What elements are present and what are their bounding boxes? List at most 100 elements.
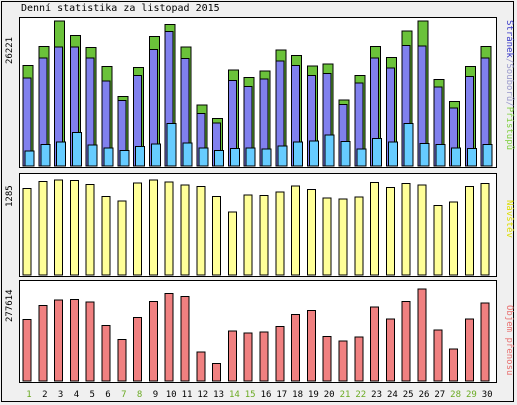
visits-bar <box>417 184 427 276</box>
pages-bar <box>229 147 240 167</box>
bytes-bar <box>417 288 427 382</box>
bytes-bar <box>133 316 143 382</box>
bytes-bar <box>148 301 158 382</box>
pages-bar <box>119 150 130 167</box>
visits-bar <box>464 186 474 276</box>
x-tick-label: 27 <box>434 390 445 400</box>
visits-bar <box>85 183 95 276</box>
traffic-panel <box>19 17 497 168</box>
visits-bar <box>196 185 206 276</box>
pages-bar <box>135 146 146 167</box>
x-tick-label: 24 <box>387 390 398 400</box>
x-tick-label: 22 <box>355 390 366 400</box>
visits-bar <box>133 182 143 276</box>
bytes-bar <box>243 332 253 382</box>
x-tick-label: 26 <box>419 390 430 400</box>
x-tick-label: 29 <box>466 390 477 400</box>
bytes-bar <box>85 301 95 382</box>
x-tick-label: 20 <box>324 390 335 400</box>
bytes-bar <box>338 340 348 382</box>
visits-bar <box>212 196 222 276</box>
bytes-bar <box>275 326 285 382</box>
pages-bar <box>356 148 367 167</box>
visits-bar <box>148 179 158 276</box>
bytes-bar <box>101 324 111 382</box>
pages-bar <box>103 147 114 167</box>
x-tick-label: 17 <box>276 390 287 400</box>
x-tick-label: 3 <box>58 390 63 400</box>
visits-bar <box>227 211 237 276</box>
visits-bar <box>69 180 79 276</box>
visits-bar <box>338 198 348 276</box>
bytes-bar <box>164 293 174 382</box>
bytes-bar <box>69 298 79 382</box>
bytes-panel <box>19 280 497 383</box>
visits-bar <box>449 201 459 276</box>
page-title: Denní statistika za listopad 2015 <box>21 3 220 14</box>
x-tick-label: 15 <box>245 390 256 400</box>
bytes-bar <box>354 336 364 382</box>
pages-bar <box>198 147 209 167</box>
visits-bar <box>306 189 316 276</box>
bytes-bar <box>196 351 206 382</box>
x-tick-label: 8 <box>137 390 142 400</box>
pages-bar <box>403 122 414 167</box>
x-tick-label: 14 <box>229 390 240 400</box>
x-tick-label: 9 <box>153 390 158 400</box>
pages-bar <box>277 145 288 167</box>
visits-bar <box>164 181 174 276</box>
pages-bar <box>56 141 67 167</box>
x-tick-label: 12 <box>197 390 208 400</box>
pages-bar <box>261 148 272 167</box>
visits-bar <box>259 195 269 276</box>
visits-bar <box>291 185 301 276</box>
visits-bar <box>117 200 127 276</box>
pages-bar <box>245 147 256 167</box>
x-tick-label: 16 <box>261 390 272 400</box>
bytes-bar <box>38 305 48 382</box>
bytes-bar <box>385 318 395 382</box>
pages-bar <box>150 143 161 167</box>
visits-panel <box>19 173 497 277</box>
x-tick-label: 10 <box>166 390 177 400</box>
visits-bar <box>322 197 332 276</box>
visits-bar <box>480 183 490 276</box>
x-tick-label: 18 <box>292 390 303 400</box>
x-tick-label: 1 <box>26 390 31 400</box>
pages-bar <box>387 141 398 167</box>
pages-bar <box>293 141 304 167</box>
visits-bar <box>54 179 64 276</box>
x-tick-label: 28 <box>450 390 461 400</box>
x-tick-label: 11 <box>182 390 193 400</box>
pages-bar <box>166 122 177 167</box>
x-tick-label: 2 <box>42 390 47 400</box>
x-tick-label: 7 <box>121 390 126 400</box>
bytes-bar <box>22 319 32 382</box>
pages-bar <box>466 147 477 167</box>
pages-bar <box>324 134 335 167</box>
pages-bar <box>340 141 351 167</box>
pages-bar <box>40 143 51 167</box>
visits-bar <box>370 182 380 276</box>
pages-bar <box>87 144 98 167</box>
x-tick-label: 4 <box>74 390 79 400</box>
pages-bar <box>482 143 493 167</box>
bytes-bar <box>433 329 443 382</box>
x-tick-label: 13 <box>213 390 224 400</box>
visits-bar <box>101 196 111 276</box>
x-tick-label: 21 <box>340 390 351 400</box>
x-tick-label: 25 <box>403 390 414 400</box>
bytes-bar <box>259 331 269 382</box>
bytes-bar <box>480 302 490 382</box>
x-tick-label: 5 <box>89 390 94 400</box>
pages-bar <box>24 150 35 167</box>
pages-bar <box>435 143 446 167</box>
pages-bar <box>71 131 82 167</box>
visits-bar <box>243 194 253 276</box>
bytes-bar <box>117 338 127 382</box>
bytes-bar <box>401 300 411 382</box>
bytes-bar <box>464 318 474 382</box>
bytes-bar <box>291 313 301 382</box>
